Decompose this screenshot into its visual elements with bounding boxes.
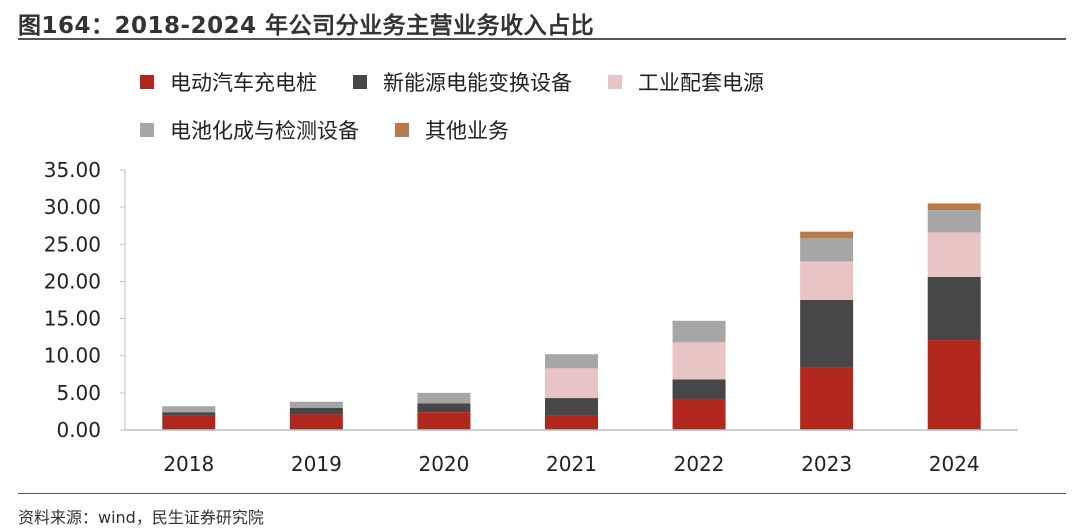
legend-item-other: 其他业务: [395, 115, 509, 145]
bar-segment: [289, 414, 343, 430]
bar-segment: [927, 276, 981, 341]
source-note: 资料来源：wind，民生证券研究院: [18, 508, 264, 527]
bar-segment: [927, 232, 981, 277]
y-tick-label: 30.00: [44, 195, 101, 219]
bar-segment: [800, 300, 854, 368]
legend-label-other: 其他业务: [425, 119, 509, 143]
y-tick-label: 15.00: [44, 307, 101, 331]
x-tick-label: 2024: [929, 452, 980, 476]
legend-label-battery-testing: 电池化成与检测设备: [170, 119, 359, 143]
y-tick-label: 5.00: [56, 381, 101, 405]
bar-segment: [417, 403, 471, 413]
legend-row: 电动汽车充电桩 新能源电能变换设备 工业配套电源: [140, 58, 1040, 106]
legend-item-battery-testing: 电池化成与检测设备: [140, 115, 359, 145]
bar-segment: [672, 399, 726, 430]
chart-title: 图164：2018-2024 年公司分业务主营业务收入占比: [18, 13, 595, 39]
bar-segment: [417, 412, 471, 430]
bar-segment: [672, 320, 726, 343]
bar-segment: [162, 406, 216, 413]
legend-label-new-energy-conversion: 新能源电能变换设备: [383, 71, 572, 95]
bar-segment: [162, 415, 216, 430]
y-tick-label: 20.00: [44, 269, 101, 293]
bar-segment: [672, 342, 726, 380]
legend-swatch-ev-charger: [140, 75, 154, 89]
bar-segment: [545, 398, 598, 416]
y-tick-label: 35.00: [44, 158, 101, 182]
stacked-bar-chart: 0.00 5.00 10.00 15.00 20.00 25.00 30.00 35.00 20…: [44, 158, 1018, 476]
bar-segment: [800, 261, 854, 300]
legend-row: 电池化成与检测设备 其他业务: [140, 106, 1040, 154]
legend-item-industrial-power: 工业配套电源: [608, 67, 764, 97]
x-tick-label: 2019: [291, 452, 342, 476]
bar-segment: [289, 401, 343, 408]
bar-segment: [162, 412, 216, 416]
legend: 电动汽车充电桩 新能源电能变换设备 工业配套电源 电池化成与检测设备 其他业务: [140, 58, 1040, 154]
bar-segment: [927, 340, 981, 430]
legend-swatch-industrial-power: [608, 75, 622, 89]
bar-segment: [927, 210, 981, 233]
legend-item-new-energy-conversion: 新能源电能变换设备: [353, 67, 572, 97]
x-tick-label: 2023: [801, 452, 852, 476]
bar-segment: [800, 238, 854, 262]
title-divider: [18, 38, 1066, 40]
bar-segment: [289, 407, 343, 415]
legend-swatch-other: [395, 123, 409, 137]
y-tick-label: 10.00: [44, 344, 101, 368]
bar-segment: [417, 392, 471, 404]
bar-segment: [545, 415, 598, 430]
x-tick-label: 2022: [674, 452, 725, 476]
x-tick-label: 2018: [163, 452, 214, 476]
bar-segment: [545, 368, 598, 399]
y-tick-label: 0.00: [56, 418, 101, 442]
legend-item-ev-charger: 电动汽车充电桩: [140, 67, 317, 97]
bar-segment: [800, 231, 854, 239]
legend-swatch-new-energy-conversion: [353, 75, 367, 89]
x-tick-label: 2020: [418, 452, 469, 476]
legend-swatch-battery-testing: [140, 123, 154, 137]
bar-segment: [927, 203, 981, 211]
bar-segment: [545, 354, 598, 369]
footer-divider: [18, 493, 1066, 494]
legend-label-ev-charger: 电动汽车充电桩: [170, 71, 317, 95]
x-tick-label: 2021: [546, 452, 597, 476]
legend-label-industrial-power: 工业配套电源: [638, 71, 764, 95]
y-tick-label: 25.00: [44, 232, 101, 256]
bar-segment: [800, 367, 854, 430]
bar-segment: [672, 379, 726, 400]
